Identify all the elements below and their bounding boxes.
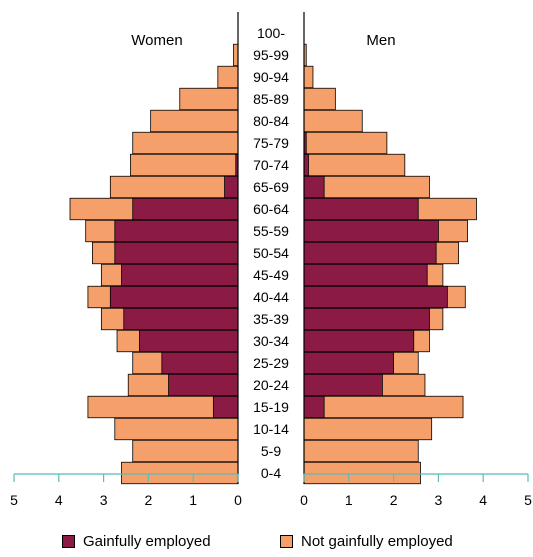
age-label-5-9: 5-9 xyxy=(261,443,281,459)
age-label-55-59: 55-59 xyxy=(253,223,289,239)
legend-label-not-employed: Not gainfully employed xyxy=(301,533,453,550)
men-bar-employed-70-74 xyxy=(303,153,309,177)
men-bar-not-employed-5-9 xyxy=(303,439,419,463)
men-tick-label: 3 xyxy=(435,492,443,508)
men-tick-label: 1 xyxy=(345,492,353,508)
women-tick-label: 4 xyxy=(55,492,63,508)
women-tick-label: 0 xyxy=(234,492,242,508)
legend-swatch-not-employed xyxy=(280,535,293,548)
legend: Gainfully employed Not gainfully employe… xyxy=(0,533,533,555)
women-bar-employed-40-44 xyxy=(109,285,239,309)
age-label-70-74: 70-74 xyxy=(253,157,289,173)
age-label-65-69: 65-69 xyxy=(253,179,289,195)
men-bar-not-employed-85-89 xyxy=(303,87,336,111)
women-bar-employed-25-29 xyxy=(161,351,239,375)
women-bar-not-employed-10-14 xyxy=(114,417,239,441)
men-bar-employed-15-19 xyxy=(303,395,325,419)
x-axes: 5 0 4 1 3 2 2 3 1 4 0 5 xyxy=(10,12,532,508)
age-label-80-84: 80-84 xyxy=(253,113,289,129)
men-bar-not-employed-80-84 xyxy=(303,109,363,133)
men-bar-not-employed-15-19 xyxy=(303,395,464,419)
age-label-45-49: 45-49 xyxy=(253,267,289,283)
legend-item-not-employed: Not gainfully employed xyxy=(280,533,453,550)
age-label-35-39: 35-39 xyxy=(253,311,289,327)
age-label-40-44: 40-44 xyxy=(253,289,289,305)
women-bar-not-employed-70-74 xyxy=(130,153,239,177)
men-label: Men xyxy=(366,32,395,49)
women-tick-label: 3 xyxy=(100,492,108,508)
age-label-100-: 100- xyxy=(257,25,285,41)
age-label-50-54: 50-54 xyxy=(253,245,289,261)
women-bars xyxy=(69,43,239,485)
age-label-25-29: 25-29 xyxy=(253,355,289,371)
women-bar-not-employed-95-99 xyxy=(233,43,239,67)
men-bar-employed-50-54 xyxy=(303,241,437,265)
men-bar-not-employed-90-94 xyxy=(303,65,314,89)
men-bar-not-employed-75-79 xyxy=(303,131,388,155)
men-tick-label: 5 xyxy=(524,492,532,508)
age-label-75-79: 75-79 xyxy=(253,135,289,151)
women-bar-not-employed-90-94 xyxy=(217,65,239,89)
men-bar-employed-20-24 xyxy=(303,373,383,397)
men-bar-employed-30-34 xyxy=(303,329,415,353)
men-tick-label: 2 xyxy=(390,492,398,508)
age-label-15-19: 15-19 xyxy=(253,399,289,415)
legend-swatch-employed xyxy=(62,535,75,548)
men-bar-employed-35-39 xyxy=(303,307,430,331)
women-tick-label: 2 xyxy=(145,492,153,508)
age-label-85-89: 85-89 xyxy=(253,91,289,107)
women-bar-not-employed-80-84 xyxy=(150,109,239,133)
age-label-60-64: 60-64 xyxy=(253,201,289,217)
men-bar-employed-25-29 xyxy=(303,351,394,375)
age-label-10-14: 10-14 xyxy=(253,421,289,437)
women-bar-employed-30-34 xyxy=(139,329,239,353)
women-bar-employed-55-59 xyxy=(114,219,239,243)
women-bar-not-employed-0-4 xyxy=(121,461,239,485)
women-bar-not-employed-85-89 xyxy=(179,87,239,111)
age-label-0-4: 0-4 xyxy=(261,465,281,481)
men-bar-employed-60-64 xyxy=(303,197,419,221)
men-bar-not-employed-10-14 xyxy=(303,417,433,441)
women-bar-employed-15-19 xyxy=(212,395,239,419)
population-pyramid-chart: 0-4 5-9 10-14 15-19 20-24 25-29 30-34 35-39 40-4… xyxy=(10,12,532,508)
men-tick-label: 4 xyxy=(479,492,487,508)
age-label-30-34: 30-34 xyxy=(253,333,289,349)
women-bar-not-employed-65-69 xyxy=(109,175,239,199)
age-group-labels: 0-4 5-9 10-14 15-19 20-24 25-29 30-34 35-39 40-4… xyxy=(253,25,289,481)
women-bar-employed-20-24 xyxy=(168,373,239,397)
women-bar-not-employed-5-9 xyxy=(132,439,239,463)
age-label-95-99: 95-99 xyxy=(253,47,289,63)
women-tick-label: 1 xyxy=(189,492,197,508)
legend-label-employed: Gainfully employed xyxy=(83,533,211,550)
men-bar-employed-40-44 xyxy=(303,285,448,309)
women-bar-employed-50-54 xyxy=(114,241,239,265)
men-bar-employed-55-59 xyxy=(303,219,439,243)
age-label-20-24: 20-24 xyxy=(253,377,289,393)
women-label: Women xyxy=(131,32,182,49)
women-bar-not-employed-75-79 xyxy=(132,131,239,155)
age-label-90-94: 90-94 xyxy=(253,69,289,85)
women-bar-employed-35-39 xyxy=(123,307,239,331)
women-bar-employed-45-49 xyxy=(121,263,239,287)
men-bar-not-employed-0-4 xyxy=(303,461,421,485)
women-bar-employed-60-64 xyxy=(132,197,239,221)
men-bar-not-employed-70-74 xyxy=(303,153,406,177)
men-bar-employed-45-49 xyxy=(303,263,428,287)
women-tick-label: 5 xyxy=(10,492,18,508)
men-tick-label: 0 xyxy=(300,492,308,508)
women-bar-employed-65-69 xyxy=(224,175,239,199)
legend-item-employed: Gainfully employed xyxy=(62,533,211,550)
men-bar-employed-65-69 xyxy=(303,175,325,199)
men-bars xyxy=(303,43,477,485)
